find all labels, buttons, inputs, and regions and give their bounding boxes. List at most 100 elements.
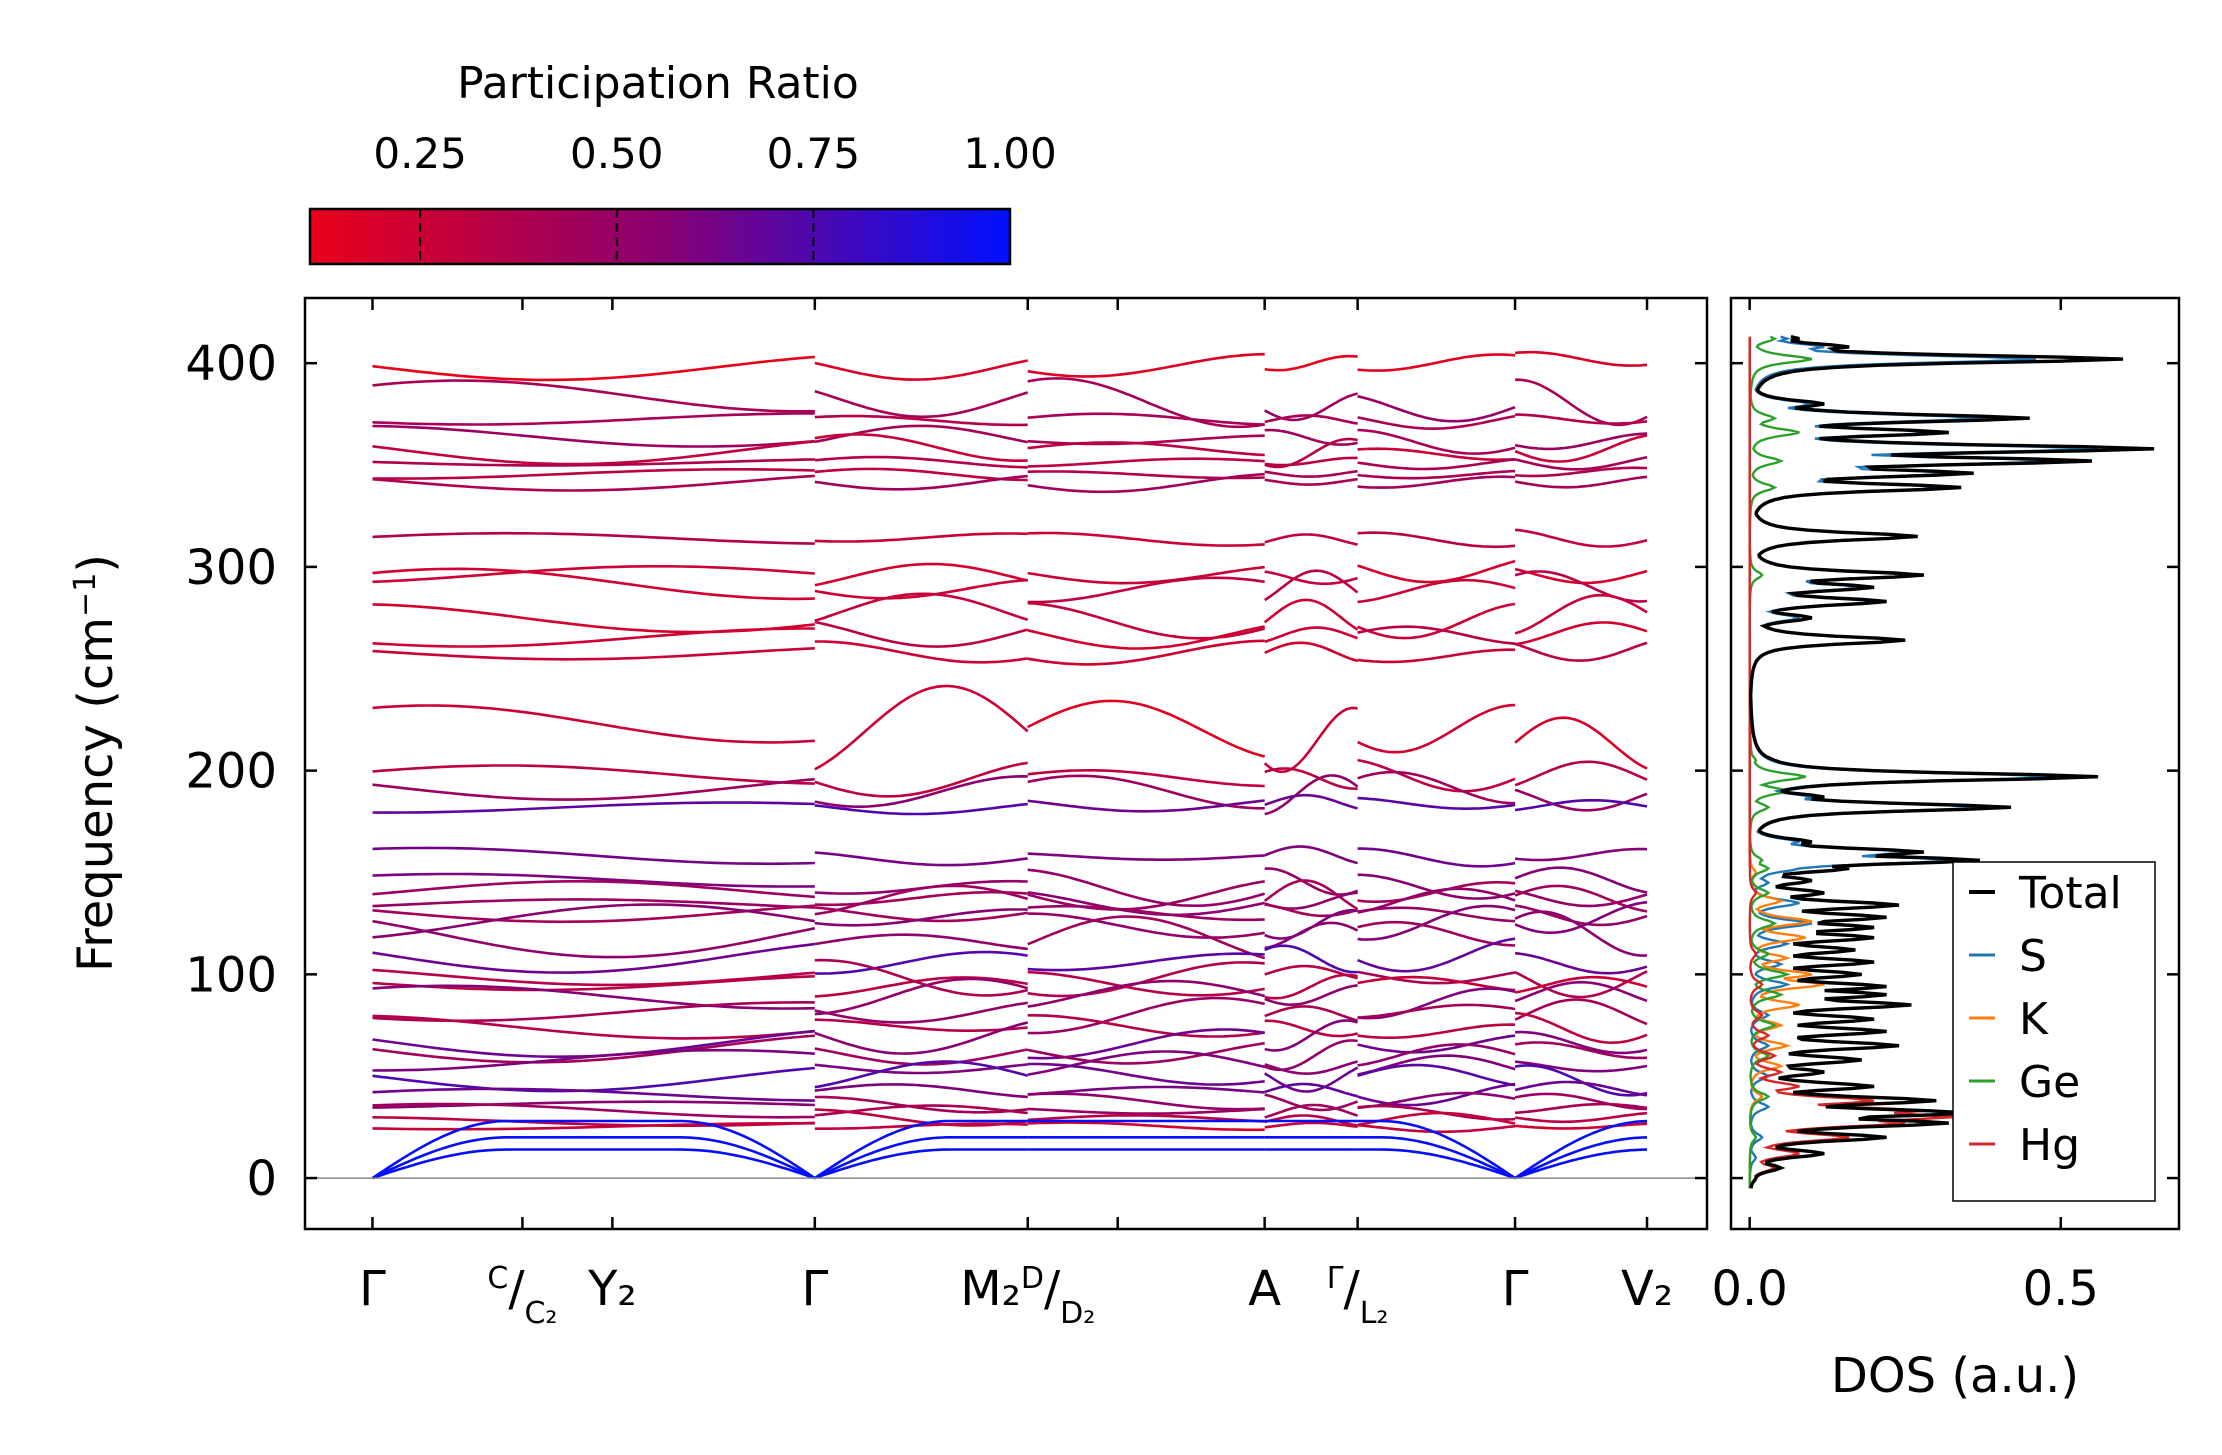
phonon-band [1357,1003,1516,1019]
phonon-band [1027,1085,1265,1096]
phonon-band [814,933,1028,951]
phonon-band [814,977,1029,1016]
y-tick-label: 100 [185,947,277,1003]
phonon-band [1357,887,1516,914]
phonon-band [372,531,815,545]
phonon-band [372,704,815,744]
phonon-band [814,390,1029,419]
colorbar-gradient [308,207,1012,266]
phonon-band [1357,1123,1516,1134]
phonon-band [372,879,815,899]
phonon-band [1514,980,1648,1003]
phonon-band [1514,910,1648,957]
phonon-band [1357,458,1516,471]
phonon-band [1357,531,1516,549]
legend-label: K [2019,994,2049,1045]
phonon-band [1357,578,1516,604]
phonon-band [1514,884,1648,913]
colorbar-tick-label: 1.00 [963,129,1057,178]
band-y-ticks: 0 100 200 300 400 [185,336,1707,1207]
phonon-band [1357,873,1516,900]
phonon-band [1515,413,1648,425]
phonon-band [372,412,815,426]
phonon-band [1514,528,1648,548]
phonon-band [814,1083,1028,1099]
phonon-band [1515,378,1648,427]
phonon-band [1357,703,1516,754]
colorbar-tick-label: 0.25 [373,129,467,178]
acoustic-band [1514,1136,1647,1180]
phonon-band [1027,868,1266,908]
phonon-band [1357,469,1516,480]
phonon-band [814,1021,1029,1055]
phonon-band [1357,1091,1516,1109]
phonon-band [1027,576,1265,604]
band-x-ticks: Γ C/C₂ Y₂ Γ M₂D/D₂ A Γ/L₂ Γ V₂ [359,298,1673,1331]
acoustic-band [814,1119,1028,1180]
phonon-band [1027,880,1265,911]
dos-ticks: 0.0 0.5 [1711,298,2179,1317]
phonon-band [1357,970,1516,985]
phonon-band [1357,475,1516,489]
phonon-band [814,908,1028,927]
phonon-band [1264,793,1358,810]
phonon-band [1357,847,1516,868]
phonon-band [1027,639,1265,666]
phonon-band [1264,469,1358,478]
phonon-band [814,1018,1028,1032]
phonon-band [1264,641,1358,663]
legend-label: Total [2018,868,2122,919]
phonon-band [1514,951,1648,975]
legend-label: S [2019,931,2047,982]
phonon-band [1263,879,1359,911]
phonon-band [372,379,815,413]
phonon-band [1263,598,1359,631]
phonon-band [1264,984,1358,1007]
phonon-band [1357,904,1516,941]
phonon-band [1357,1111,1516,1127]
phonon-band [814,884,1029,916]
phonon-band [1264,533,1358,546]
phonon-band [814,802,1028,816]
phonon-band [814,950,1028,975]
dos-curve-hg [1748,336,1956,1189]
phonon-band [1264,921,1359,950]
phonon-band [814,578,1028,600]
phonon-band [372,919,816,959]
phonon-band [1514,1092,1648,1111]
acoustic-band [371,1119,816,1180]
phonon-band [1357,428,1516,455]
phonon-band [1027,912,1265,939]
phonon-band [1514,847,1648,862]
phonon-band [1514,1080,1648,1097]
dos-panel: 0.0 0.5 DOS (a.u.) Total SK Ge Hg [1711,296,2181,1404]
phonon-band [1027,952,1265,972]
phonon-band [1263,706,1358,774]
phonon-band [1357,559,1516,584]
phonon-band [1357,920,1516,947]
phonon-band [372,975,815,992]
phonon-band [814,761,1028,798]
phonon-band [372,1087,815,1102]
phonon-band [372,903,816,939]
phonon-band [814,467,1028,482]
phonon-band [372,872,815,888]
acoustic-band [372,1148,816,1180]
x-tick-label: V₂ [1621,1261,1673,1317]
phonon-band [1514,475,1648,489]
phonon-band [1027,565,1265,585]
phonon-band [1357,758,1516,793]
phonon-band [1264,569,1359,602]
phonon-band [1357,987,1516,1020]
phonon-band [1027,774,1265,810]
x-tick-label: C/C₂ [487,1261,557,1331]
x-tick-label: Γ [359,1261,386,1317]
band-axes-frame [303,296,1709,1231]
phonon-band [1357,1043,1516,1067]
dos-curve-total [1748,335,2155,1189]
phonon-band [814,958,1028,997]
phonon-band [1515,1011,1648,1045]
phonon-band [1514,1060,1648,1073]
phonon-band [814,976,1028,998]
phonon-band [1514,1041,1648,1060]
